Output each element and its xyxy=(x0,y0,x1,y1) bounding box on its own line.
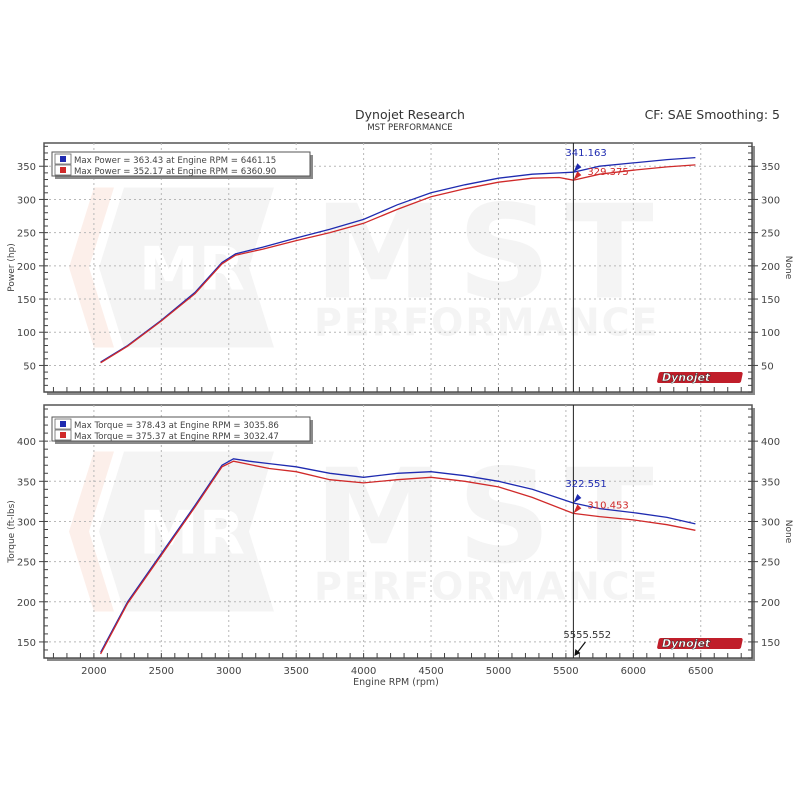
y2-tick-label: 250 xyxy=(761,558,780,569)
x-tick-label: 6500 xyxy=(688,666,713,677)
y2-tick-label: 50 xyxy=(761,361,774,372)
y-tick-label: 350 xyxy=(17,162,36,173)
cursor-value-run1: 322.551 xyxy=(565,479,606,490)
cursor-rpm-value: 5555.552 xyxy=(563,630,611,641)
x-tick-label: 2000 xyxy=(81,666,106,677)
torque-y-axis-label: Torque (ft-lbs) xyxy=(7,500,17,564)
dynojet-logo: Dynojet xyxy=(657,371,743,384)
y2-tick-label: 350 xyxy=(761,477,780,488)
svg-text:Dynojet: Dynojet xyxy=(662,371,711,384)
y2-tick-label: 150 xyxy=(761,295,780,306)
x-axis: 2000 2500 3000 3500 4000 4500 5000 5500 6000 6500… xyxy=(52,387,742,688)
x-axis-label: Engine RPM (rpm) xyxy=(353,677,439,688)
svg-text:MST: MST xyxy=(314,177,668,329)
legend-entry: Max Torque = 375.37 at Engine RPM = 3032… xyxy=(74,432,279,442)
y-tick-label: 250 xyxy=(17,558,36,569)
svg-text:PERFORMANCE: PERFORMANCE xyxy=(314,565,659,609)
legend-swatch xyxy=(60,421,66,427)
torque-series-2 xyxy=(100,460,696,655)
cursor-marker-icon xyxy=(573,163,582,173)
legend-entry: Max Torque = 378.43 at Engine RPM = 3035… xyxy=(74,421,279,431)
correction-factor-label: CF: SAE Smoothing: 5 xyxy=(644,107,780,122)
torque-y2-axis-label: None xyxy=(783,520,793,544)
legend-swatch xyxy=(60,432,66,438)
y-tick-label: 300 xyxy=(17,517,36,528)
torque-series-1 xyxy=(100,458,696,653)
svg-text:PERFORMANCE: PERFORMANCE xyxy=(314,301,659,345)
x-tick-label: 6000 xyxy=(621,666,646,677)
y-tick-label: 150 xyxy=(17,638,36,649)
y-tick-label: 400 xyxy=(17,437,36,448)
legend-entry: Max Power = 363.43 at Engine RPM = 6461.… xyxy=(74,156,276,166)
x-tick-label: 5000 xyxy=(486,666,511,677)
x-tick-label: 5500 xyxy=(553,666,578,677)
cursor-marker-icon xyxy=(573,171,582,181)
torque-legend: Max Torque = 378.43 at Engine RPM = 3035… xyxy=(51,416,313,444)
y-tick-label: 300 xyxy=(17,195,36,206)
legend-entry: Max Power = 352.17 at Engine RPM = 6360.… xyxy=(74,167,276,177)
y2-tick-label: 300 xyxy=(761,195,780,206)
y-tick-label: 150 xyxy=(17,295,36,306)
legend-swatch xyxy=(60,156,66,162)
y-tick-label: 200 xyxy=(17,262,36,273)
y-tick-label: 250 xyxy=(17,229,36,240)
power-series-1 xyxy=(100,156,696,363)
y-tick-label: 350 xyxy=(17,477,36,488)
y-tick-label: 100 xyxy=(17,328,36,339)
power-y-axis-label: Power (hp) xyxy=(7,243,17,292)
legend-swatch xyxy=(60,167,66,173)
cursor-marker-icon xyxy=(573,504,582,514)
power-legend: Max Power = 363.43 at Engine RPM = 6461.… xyxy=(51,151,313,179)
x-tick-label: 4500 xyxy=(418,666,443,677)
y-tick-label: 200 xyxy=(17,598,36,609)
dynojet-logo: Dynojet xyxy=(657,637,743,650)
svg-text:Dynojet: Dynojet xyxy=(662,637,711,650)
cursor-value-run1: 341.163 xyxy=(565,148,606,159)
cursor-marker-icon xyxy=(573,493,582,503)
y2-tick-label: 200 xyxy=(761,262,780,273)
y2-tick-label: 150 xyxy=(761,638,780,649)
power-y2-axis-label: None xyxy=(783,256,793,280)
x-tick-label: 2500 xyxy=(149,666,174,677)
power-series-2 xyxy=(100,164,696,364)
cursor-value-run2: 310.453 xyxy=(587,500,628,511)
y2-tick-label: 250 xyxy=(761,229,780,240)
y2-tick-label: 350 xyxy=(761,162,780,173)
chart-subtitle: MST PERFORMANCE xyxy=(367,123,453,133)
x-tick-label: 3000 xyxy=(216,666,241,677)
cursor-value-run2: 329.375 xyxy=(587,167,628,178)
y2-tick-label: 300 xyxy=(761,517,780,528)
y2-tick-label: 400 xyxy=(761,437,780,448)
y-tick-label: 50 xyxy=(23,361,36,372)
chart-title: Dynojet Research xyxy=(355,107,465,122)
x-tick-label: 4000 xyxy=(351,666,376,677)
y2-tick-label: 100 xyxy=(761,328,780,339)
y2-tick-label: 200 xyxy=(761,598,780,609)
x-tick-label: 3500 xyxy=(283,666,308,677)
svg-text:MR: MR xyxy=(139,235,245,305)
